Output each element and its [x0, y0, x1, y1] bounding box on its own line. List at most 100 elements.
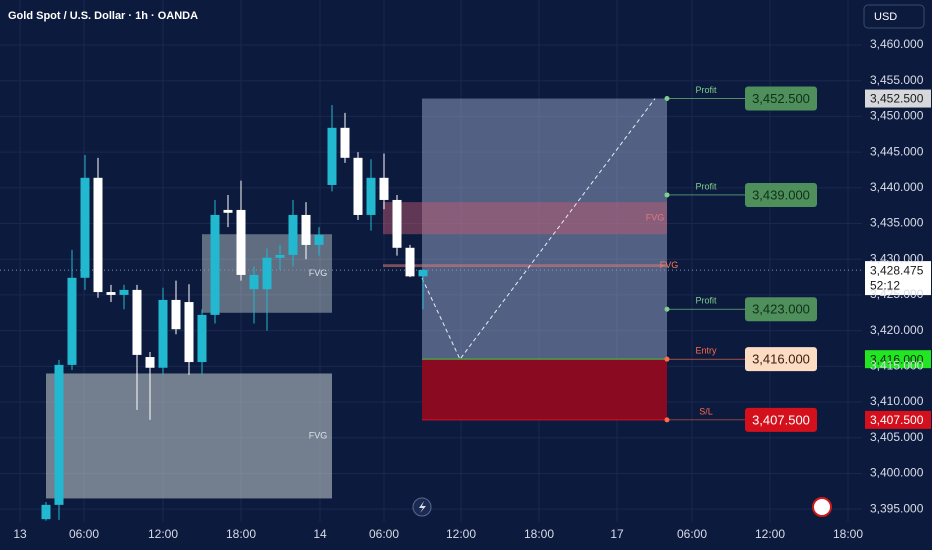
- candle-body: [288, 214, 298, 255]
- candle-body: [314, 234, 324, 245]
- fvg-zone: [383, 202, 667, 235]
- y-tick-label: 3,415.000: [870, 359, 924, 373]
- level-name: Profit: [695, 181, 717, 191]
- y-tick-label: 3,420.000: [870, 323, 924, 337]
- level-value-label: 3,439.000: [752, 187, 810, 202]
- axis-tag-label: 3,416.000: [870, 352, 924, 366]
- fvg-label: FVG: [309, 430, 328, 440]
- last-price-label: 3,428.475: [870, 263, 924, 277]
- level-box: [745, 407, 817, 432]
- candle-body: [327, 127, 337, 185]
- candle-body: [353, 157, 363, 215]
- level-dot: [664, 192, 670, 198]
- alert-icon-bolt: [419, 501, 426, 513]
- x-tick-label: 12:00: [755, 527, 785, 541]
- x-tick-label: 12:00: [148, 527, 178, 541]
- level-value-label: 3,423.000: [752, 302, 810, 317]
- x-tick-label: 06:00: [369, 527, 399, 541]
- level-name: S/L: [699, 406, 713, 416]
- y-tick-label: 3,405.000: [870, 430, 924, 444]
- x-tick-label: 13: [13, 527, 27, 541]
- candle-body: [119, 289, 129, 295]
- x-tick-label: 18:00: [226, 527, 256, 541]
- x-tick-label: 14: [313, 527, 327, 541]
- candle-body: [392, 199, 402, 248]
- candle-body: [405, 247, 415, 277]
- axis-tag-label: 3,407.500: [870, 413, 924, 427]
- fvg-label: FVG: [646, 213, 665, 223]
- zones: FVG FVG FVG FVG: [0, 98, 862, 499]
- y-tick-label: 3,435.000: [870, 216, 924, 230]
- candle-body: [41, 504, 51, 520]
- fvg-label: FVG: [660, 260, 679, 270]
- candle-body: [132, 289, 142, 355]
- flag-icon: [812, 497, 832, 517]
- candle-body: [106, 292, 116, 295]
- candle-body: [249, 274, 259, 290]
- level-box: [745, 182, 817, 207]
- fvg-zone: [383, 264, 667, 268]
- level-value-label: 3,452.500: [752, 91, 810, 106]
- level-dot: [664, 417, 670, 423]
- y-tick-label: 3,395.000: [870, 501, 924, 515]
- level-dot: [664, 96, 670, 102]
- candle-body: [262, 257, 272, 290]
- candle-body: [301, 214, 311, 245]
- axis-tag-label: 3,452.500: [870, 92, 924, 106]
- y-tick-label: 3,450.000: [870, 109, 924, 123]
- y-tick-label: 3,455.000: [870, 73, 924, 87]
- candle-body: [67, 277, 77, 365]
- axis-tag: [865, 350, 931, 369]
- fvg-label: FVG: [309, 268, 328, 278]
- y-tick-label: 3,430.000: [870, 251, 924, 265]
- candles: [41, 104, 428, 521]
- level-dot: [664, 306, 670, 312]
- y-tick-label: 3,400.000: [870, 466, 924, 480]
- candle-body: [80, 177, 90, 278]
- candle-body: [197, 314, 207, 363]
- level-value-label: 3,407.500: [752, 412, 810, 427]
- candle-body: [366, 177, 376, 215]
- x-tick-label: 18:00: [524, 527, 554, 541]
- level-name: Profit: [695, 296, 717, 306]
- currency-label[interactable]: USD: [874, 11, 897, 23]
- candle-body: [418, 269, 428, 277]
- x-tick-label: 18:00: [833, 527, 863, 541]
- x-tick-label: 06:00: [69, 527, 99, 541]
- axis-tag: [865, 410, 931, 429]
- level-value-label: 3,416.000: [752, 352, 810, 367]
- y-tick-label: 3,425.000: [870, 287, 924, 301]
- x-tick-label: 12:00: [446, 527, 476, 541]
- axis-tag: [865, 89, 931, 108]
- candle-body: [54, 364, 64, 505]
- levels: Profit 3,452.500 3,452.500 Profit 3,439.000 P…: [422, 85, 931, 432]
- stop-zone: [422, 359, 667, 420]
- x-tick-label: 06:00: [677, 527, 707, 541]
- currency-button[interactable]: [863, 4, 925, 29]
- level-name: Entry: [695, 346, 717, 356]
- fvg-zone: [46, 373, 332, 499]
- candle-body: [93, 177, 103, 293]
- level-dot: [664, 356, 670, 362]
- level-box: [745, 347, 817, 372]
- countdown-label: 52:12: [870, 278, 900, 292]
- axes: 3,395.000 3,400.000 3,405.000 3,410.000 3,41…: [13, 37, 923, 541]
- y-tick-label: 3,410.000: [870, 394, 924, 408]
- candle-body: [236, 209, 246, 275]
- y-tick-label: 3,445.000: [870, 144, 924, 158]
- candle-body: [158, 299, 168, 368]
- x-tick-label: 17: [610, 527, 624, 541]
- candle-body: [340, 127, 350, 158]
- level-name: Profit: [695, 85, 717, 95]
- trade-path: [421, 98, 656, 361]
- candle-body: [184, 302, 194, 363]
- candle-body: [223, 209, 233, 213]
- last-price-tag: [865, 261, 931, 296]
- candle-body: [145, 357, 155, 368]
- level-box: [745, 297, 817, 322]
- target-zone: [422, 98, 667, 360]
- y-tick-label: 3,460.000: [870, 37, 924, 51]
- candle-body: [379, 177, 389, 200]
